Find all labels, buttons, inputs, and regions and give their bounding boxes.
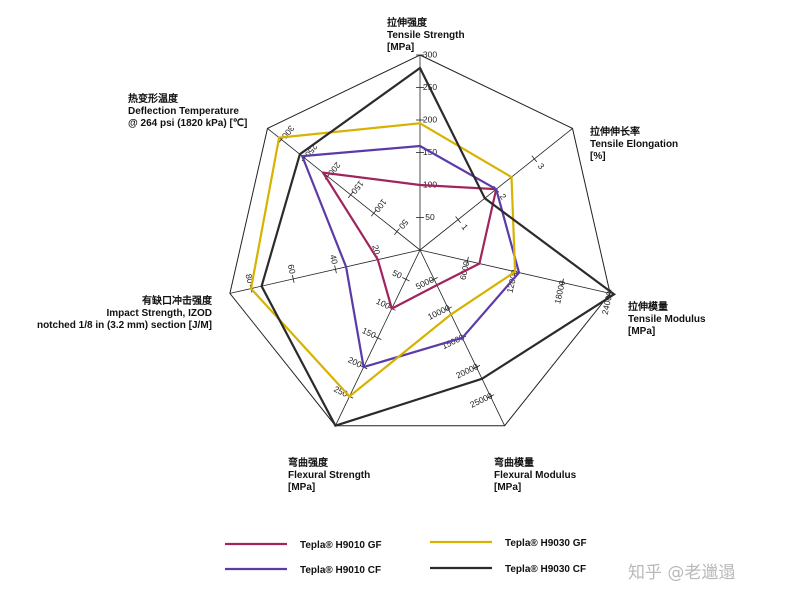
tick-label: 200: [423, 114, 437, 124]
axis-title-line: Deflection Temperature: [128, 106, 239, 117]
axis-title-line: [MPa]: [494, 482, 521, 493]
axis-title: 弯曲强度 Flexural Strength [MPa]: [288, 456, 370, 493]
axis-title-line: 有缺口冲击强度: [142, 294, 213, 307]
legend-label: Tepla® H9030 CF: [505, 564, 586, 575]
axis-title: 热变形温度 Deflection Temperature @ 264 psi (18…: [128, 92, 247, 129]
axis-title-line: Flexural Strength: [288, 470, 370, 481]
axis-title-line: 拉伸模量: [628, 300, 668, 313]
tick-mark: [455, 216, 461, 223]
tick-label: 20: [370, 244, 382, 256]
tick-mark: [394, 228, 400, 235]
legend-label: Tepla® H9010 CF: [300, 565, 381, 576]
axis-title: 弯曲模量 Flexural Modulus [MPa]: [494, 456, 577, 493]
series-polygon: [249, 122, 517, 398]
axis-title-line: 热变形温度: [128, 92, 179, 105]
axis-title: 有缺口冲击强度 Impact Strength, IZOD notched 1/8 …: [37, 294, 213, 331]
axis-title-line: notched 1/8 in (3.2 mm) section [J/M]: [37, 320, 212, 331]
tick-label: 300: [423, 49, 437, 59]
legend-label: Tepla® H9010 GF: [300, 540, 382, 551]
tick-mark: [466, 256, 469, 265]
series-polygon: [300, 144, 521, 369]
watermark: 知乎 @老邋遢: [628, 563, 735, 583]
axis-title-line: [MPa]: [628, 326, 655, 337]
tick-label: 50: [425, 212, 435, 222]
tick-label: 50: [391, 268, 404, 281]
axis-title-line: 弯曲强度: [288, 456, 329, 469]
axis-title-line: 拉伸伸长率: [590, 125, 640, 138]
axis-spoke: [267, 128, 421, 251]
tick-mark: [486, 394, 495, 399]
axis-title: 拉伸模量 Tensile Modulus [MPa]: [628, 300, 706, 337]
axis-title-line: @ 264 psi (1820 kPa) [℃]: [128, 118, 247, 129]
tick-label: 100: [423, 179, 437, 189]
tick-label: 80: [244, 273, 256, 285]
tick-label: 5000: [414, 274, 436, 291]
tick-mark: [334, 265, 337, 274]
axis-title-line: Flexural Modulus: [494, 470, 577, 481]
tick-mark: [402, 277, 410, 282]
tick-mark: [347, 191, 354, 199]
axis-title-line: 弯曲模量: [494, 456, 534, 469]
series-polygon: [260, 66, 617, 428]
axis-title-line: Tensile Elongation: [590, 139, 678, 150]
axis-title-line: Impact Strength, IZOD: [106, 308, 212, 319]
axis-title-line: 拉伸强度: [387, 16, 428, 29]
tick-label: 2: [498, 192, 509, 202]
axis-title-line: Tensile Strength: [387, 30, 465, 41]
tick-label: 10000: [426, 302, 452, 321]
legend-label: Tepla® H9030 GF: [505, 538, 587, 549]
axis-titles: 拉伸强度 Tensile Strength [MPa]拉伸伸长率 Tensile El…: [37, 16, 706, 493]
tick-label: 18000: [552, 279, 567, 305]
axis-title-line: [%]: [590, 151, 606, 162]
tick-mark: [531, 155, 538, 163]
tick-label: 3: [536, 161, 547, 171]
axis-title-line: Tensile Modulus: [628, 314, 706, 325]
legend: Tepla® H9010 GF Tepla® H9010 CF Tepla® H90…: [225, 538, 587, 576]
tick-mark: [373, 335, 382, 340]
tick-label: 25000: [468, 390, 494, 409]
tick-label: 150: [360, 325, 377, 340]
axis-title-line: [MPa]: [387, 42, 414, 53]
tick-mark: [472, 365, 481, 370]
tick-label: 1: [460, 222, 471, 232]
tick-mark: [430, 277, 438, 282]
axis-title: 拉伸强度 Tensile Strength [MPa]: [387, 16, 465, 53]
tick-label: 40: [328, 254, 340, 266]
series-polygon: [320, 171, 498, 311]
tick-mark: [370, 209, 377, 217]
outer-frame: [229, 54, 611, 427]
tick-mark: [292, 274, 295, 283]
series-layer: [249, 66, 617, 428]
axis-spoke: [229, 249, 421, 294]
radar-grid: [229, 54, 611, 427]
tick-label: 60: [286, 263, 298, 275]
axis-title: 拉伸伸长率 Tensile Elongation [%]: [590, 125, 678, 162]
tick-mark: [561, 278, 564, 287]
tick-mark: [444, 306, 452, 311]
axis-title-line: [MPa]: [288, 482, 315, 493]
tick-label: 20000: [454, 361, 480, 380]
